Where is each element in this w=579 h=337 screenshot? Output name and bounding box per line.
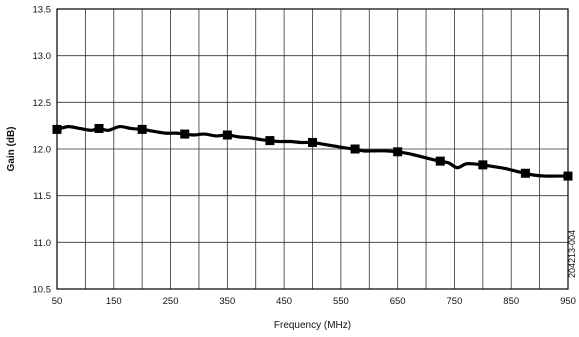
x-tick-label: 350 [219,296,235,307]
y-tick-label: 12.5 [33,98,52,109]
square-marker [435,156,445,166]
square-marker [308,137,317,147]
y-tick-label: 11.5 [33,191,51,202]
x-tick-label: 650 [390,296,406,307]
x-tick-label: 850 [503,296,519,307]
square-marker [478,160,488,170]
square-marker [520,168,530,178]
y-tick-label: 12.0 [33,145,52,156]
x-tick-label: 250 [163,296,179,307]
x-axis-label: Frequency (MHz) [274,320,351,331]
y-tick-label: 11.0 [33,238,51,249]
x-tick-label: 450 [276,296,292,307]
grid [56,8,569,290]
plot-frame [56,8,569,290]
tick-labels: 50 150 250 350 450 550 650 750 850 950 10.5 11.0 11.… [33,5,576,308]
square-marker [265,136,275,146]
square-marker [563,171,573,181]
x-tick-label: 950 [560,296,576,307]
figure-code-label: 204213-004 [567,230,577,278]
y-tick-label: 10.5 [33,285,52,296]
x-tick-label: 50 [52,296,63,307]
square-marker [222,130,232,140]
y-tick-label: 13.5 [33,5,52,16]
x-tick-label: 550 [333,296,349,307]
square-marker [180,129,190,139]
y-axis-label: Gain (dB) [6,127,17,172]
square-marker [393,147,403,157]
x-tick-label: 150 [106,296,122,307]
x-tick-label: 750 [447,296,463,307]
square-marker [52,124,62,134]
data-markers [52,123,573,181]
square-marker [350,144,360,154]
square-marker [94,123,104,133]
y-tick-label: 13.0 [33,51,52,62]
square-marker [137,124,147,134]
